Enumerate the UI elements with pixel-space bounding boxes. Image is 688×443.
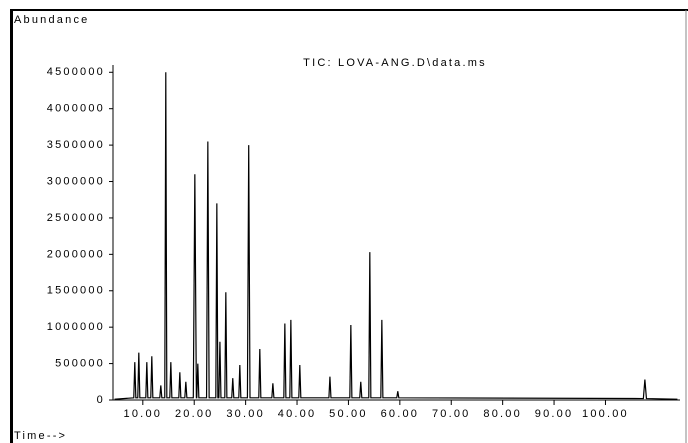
x-tick-label: 70.00 <box>432 408 471 420</box>
signal-line <box>114 72 678 400</box>
x-tick-label: 80.00 <box>483 408 522 420</box>
x-tick-label: 90.00 <box>535 408 574 420</box>
y-tick-label: 1000000 <box>47 321 105 333</box>
y-tick-label: 4000000 <box>47 103 105 115</box>
chart-title: TIC: LOVA-ANG.D\data.ms <box>303 57 487 69</box>
y-axis-label: Abundance <box>14 14 89 26</box>
y-tick-label: 1500000 <box>47 285 105 297</box>
y-tick-label: 0 <box>97 394 105 406</box>
x-tick-label: 40.00 <box>278 408 317 420</box>
y-tick-label: 2000000 <box>47 248 105 260</box>
x-tick-label: 20.00 <box>175 408 214 420</box>
x-tick-label: 30.00 <box>226 408 265 420</box>
y-tick-label: 3000000 <box>47 175 105 187</box>
x-tick-label: 100.00 <box>582 408 629 420</box>
x-tick-label: 50.00 <box>329 408 368 420</box>
y-tick-label: 500000 <box>55 357 105 369</box>
x-axis-label: Time--> <box>14 430 67 442</box>
y-tick-label: 3500000 <box>47 139 105 151</box>
x-tick-label: 10.00 <box>124 408 163 420</box>
y-tick-label: 4500000 <box>47 66 105 78</box>
y-tick-label: 2500000 <box>47 212 105 224</box>
x-tick-label: 60.00 <box>381 408 420 420</box>
